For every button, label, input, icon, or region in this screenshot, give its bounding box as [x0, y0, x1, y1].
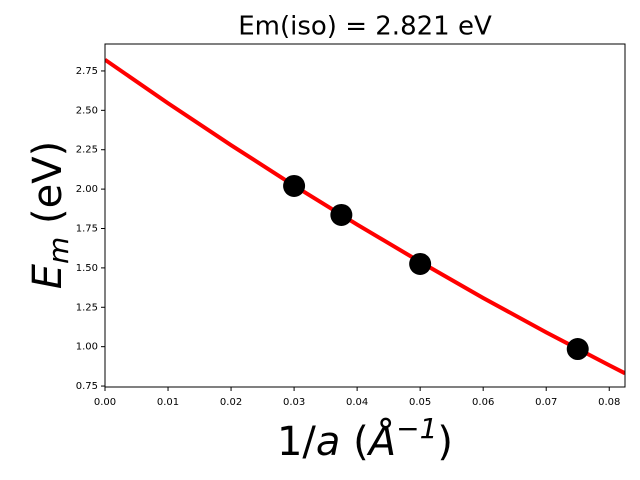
x-label-part: (: [340, 419, 368, 465]
data-point: [566, 338, 589, 361]
x-tick-label: 0.04: [346, 397, 368, 408]
x-tick-label: 0.08: [598, 397, 620, 408]
x-tick-label: 0.05: [409, 397, 431, 408]
data-point: [330, 203, 353, 226]
x-tick-label: 0.03: [283, 397, 305, 408]
y-tick-label: 2.25: [76, 145, 98, 156]
y-tick-label: 0.75: [76, 381, 98, 392]
y-tick-label: 1.00: [76, 342, 98, 353]
x-tick-label: 0.07: [535, 397, 557, 408]
x-label-part: 1/: [277, 419, 316, 465]
fit-line: [105, 58, 625, 376]
y-tick-label: 2.00: [76, 184, 98, 195]
plot-frame: [104, 43, 626, 388]
x-label-symbol: a: [316, 419, 341, 465]
x-label-exponent: −1: [396, 412, 437, 445]
x-tick-label: 0.02: [220, 397, 242, 408]
y-label-symbol: E: [25, 263, 71, 289]
x-label-unit: Å: [366, 417, 396, 465]
chart-title: Em(iso) = 2.821 eV: [238, 12, 492, 42]
y-tick-label: 1.50: [76, 263, 98, 274]
y-axis-label: Em (eV): [25, 141, 75, 289]
y-tick-label: 1.25: [76, 302, 98, 313]
data-point: [409, 252, 432, 275]
y-label-unit: (eV): [25, 141, 71, 237]
x-label-part: ): [437, 419, 453, 465]
y-tick-label: 2.75: [76, 66, 98, 77]
x-tick-label: 0.06: [472, 397, 494, 408]
y-tick-label: 1.75: [76, 223, 98, 234]
y-label-subscript: m: [42, 237, 75, 264]
x-axis-label: 1/a (Å−1): [277, 412, 453, 465]
y-tick-label: 2.50: [76, 105, 98, 116]
data-point: [283, 174, 306, 197]
x-tick-label: 0.00: [94, 397, 116, 408]
x-tick-label: 0.01: [157, 397, 179, 408]
